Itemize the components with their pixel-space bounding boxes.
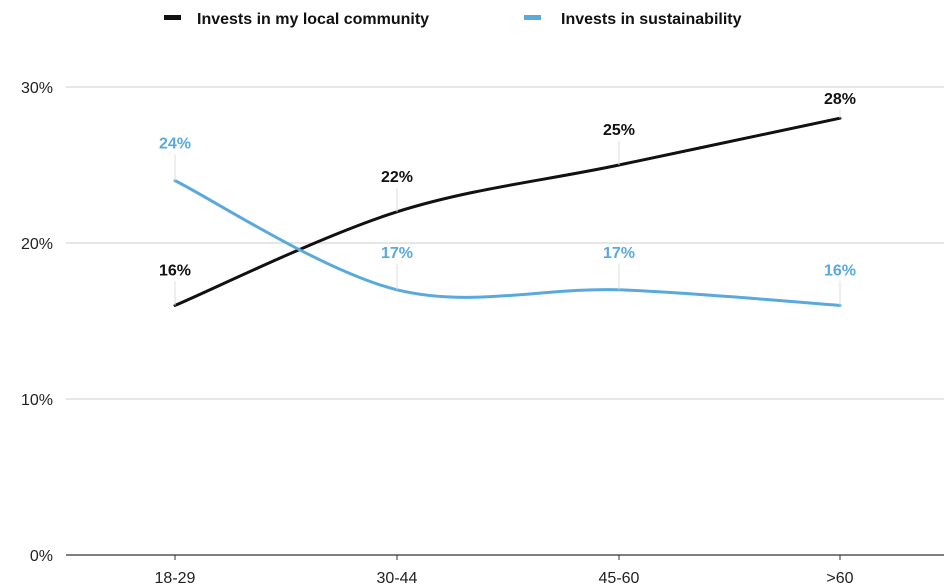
legend-label: Invests in my local community (197, 11, 429, 28)
y-tick-label: 0% (30, 548, 53, 565)
data-label: 28% (824, 91, 856, 108)
series-line (173, 179, 842, 307)
data-label: 17% (381, 245, 413, 262)
data-label: 24% (159, 136, 191, 153)
legend-label: Invests in sustainability (561, 11, 742, 28)
y-tick-label: 30% (21, 80, 53, 97)
legend: Invests in my local community Invests in … (164, 11, 742, 28)
x-tick-label: 45-60 (599, 570, 640, 587)
data-label: 17% (603, 245, 635, 262)
y-tick-label: 20% (21, 236, 53, 253)
data-labels: 16% 22% 25% 28% 24% 17% 17% 16% (159, 91, 856, 306)
y-tick-label: 10% (21, 392, 53, 409)
legend-marker (524, 15, 541, 20)
x-tick-label: >60 (826, 570, 853, 587)
x-tick-label: 30-44 (377, 570, 418, 587)
gridlines (66, 86, 944, 556)
x-tick-label: 18-29 (155, 570, 196, 587)
data-label: 22% (381, 169, 413, 186)
y-axis: 0% 10% 20% 30% (21, 80, 53, 565)
x-axis: 18-29 30-44 45-60 >60 (155, 555, 854, 587)
data-label: 25% (603, 122, 635, 139)
legend-marker (164, 15, 181, 20)
data-label: 16% (824, 262, 856, 279)
series-line (173, 116, 842, 307)
data-label: 16% (159, 262, 191, 279)
series-lines (173, 116, 842, 307)
